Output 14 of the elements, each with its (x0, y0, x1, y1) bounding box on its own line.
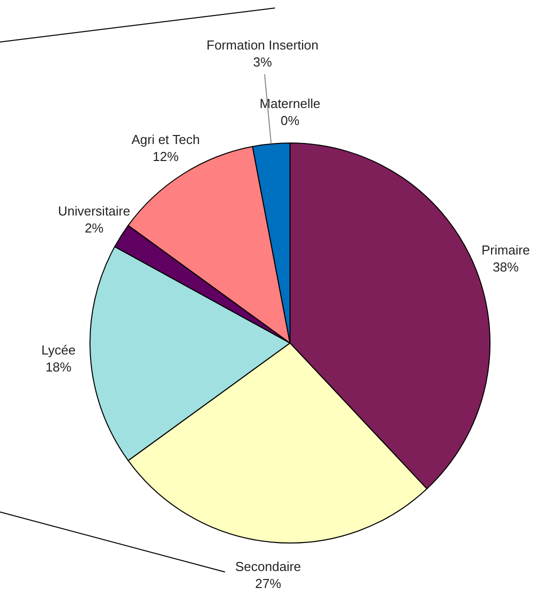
slice-label: Primaire (482, 242, 530, 258)
data-label: 12% (152, 149, 180, 164)
data-label: 27% (255, 576, 282, 591)
data-label: 3% (253, 54, 272, 70)
category-label: Maternelle (260, 96, 320, 111)
slice-label: Universitaire (58, 204, 130, 219)
data-label: 2% (84, 220, 104, 236)
slice-label: Agri et Tech (131, 132, 200, 148)
slice-label: Formation Insertion (206, 37, 319, 52)
text: 0% (280, 113, 300, 128)
data-label: 38% (492, 260, 520, 275)
slice-label: Lycée (41, 342, 76, 358)
data-label: 18% (45, 360, 72, 375)
slice-label: Secondaire (235, 558, 302, 574)
